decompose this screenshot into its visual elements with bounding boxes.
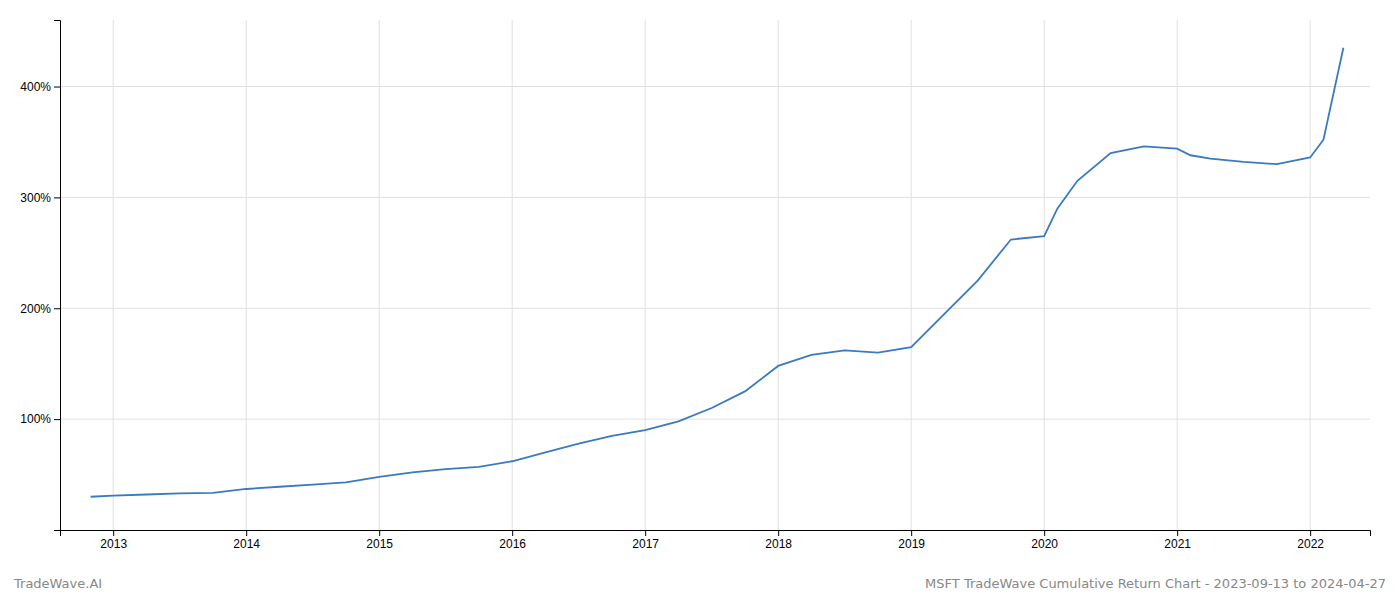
y-tick-label: 400% [20, 80, 51, 94]
y-tick-mark [54, 419, 60, 420]
x-tick-mark [379, 530, 380, 536]
x-tick: 2019 [898, 530, 925, 551]
y-tick-label: 300% [20, 191, 51, 205]
x-tick-label: 2016 [499, 537, 526, 551]
watermark: TradeWave.AI [13, 576, 102, 591]
x-tick-label: 2017 [632, 537, 659, 551]
x-tick-label: 2019 [898, 537, 925, 551]
x-tick-mark [645, 530, 646, 536]
grid-line [911, 20, 912, 530]
x-tick-mark [246, 530, 247, 536]
x-tick-label: 2013 [100, 537, 127, 551]
y-axis-line [54, 21, 61, 531]
x-tick-mark [778, 530, 779, 536]
y-tick-mark [54, 87, 60, 88]
y-axis: 100% 200% 300% 400% [20, 21, 60, 531]
title: MSFT TradeWave Cumulative Return Chart -… [925, 576, 1386, 591]
grid-line [60, 308, 1370, 309]
y-tick: 200% [20, 302, 60, 316]
y-tick: 300% [20, 191, 60, 205]
x-tick: 2022 [1297, 530, 1324, 551]
grid [60, 20, 1370, 530]
grid-line [113, 20, 114, 530]
x-tick-mark [1044, 530, 1045, 536]
grid-line [1310, 20, 1311, 530]
x-tick-label: 2014 [233, 537, 260, 551]
x-tick-label: 2020 [1031, 537, 1058, 551]
x-tick-label: 2021 [1164, 537, 1191, 551]
grid-line [1044, 20, 1045, 530]
plot: 2013 2014 2015 2016 2017 2018 2019 2020 2021 2022… [20, 20, 1370, 551]
x-tick-mark [512, 530, 513, 536]
x-tick: 2021 [1164, 530, 1191, 551]
y-tick: 400% [20, 80, 60, 94]
x-tick: 2013 [100, 530, 127, 551]
y-tick-mark [54, 197, 60, 198]
x-tick-label: 2022 [1297, 537, 1324, 551]
y-tick-label: 200% [20, 302, 51, 316]
y-tick-mark [54, 308, 60, 309]
line [91, 48, 1344, 497]
x-tick-mark [1310, 530, 1311, 536]
x-axis: 2013 2014 2015 2016 2017 2018 2019 2020 2021 2022 [61, 530, 1371, 551]
grid-line [512, 20, 513, 530]
grid-line [778, 20, 779, 530]
x-tick: 2014 [233, 530, 260, 551]
x-tick: 2017 [632, 530, 659, 551]
grid-line [60, 419, 1370, 420]
y-tick: 100% [20, 412, 60, 426]
marks [91, 48, 1344, 497]
y-tick-label: 100% [20, 412, 51, 426]
chart: 2013 2014 2015 2016 2017 2018 2019 2020 2021 2022… [0, 0, 1400, 600]
grid-line [379, 20, 380, 530]
x-tick-mark [911, 530, 912, 536]
x-tick-label: 2015 [366, 537, 393, 551]
x-tick-label: 2018 [765, 537, 792, 551]
x-tick: 2020 [1031, 530, 1058, 551]
x-tick-mark [113, 530, 114, 536]
x-tick: 2018 [765, 530, 792, 551]
x-axis-line [61, 531, 1371, 537]
x-tick: 2015 [366, 530, 393, 551]
grid-line [60, 197, 1370, 198]
grid-line [1177, 20, 1178, 530]
grid-line [246, 20, 247, 530]
grid-line [645, 20, 646, 530]
grid-line [60, 86, 1370, 87]
x-tick: 2016 [499, 530, 526, 551]
x-tick-mark [1177, 530, 1178, 536]
